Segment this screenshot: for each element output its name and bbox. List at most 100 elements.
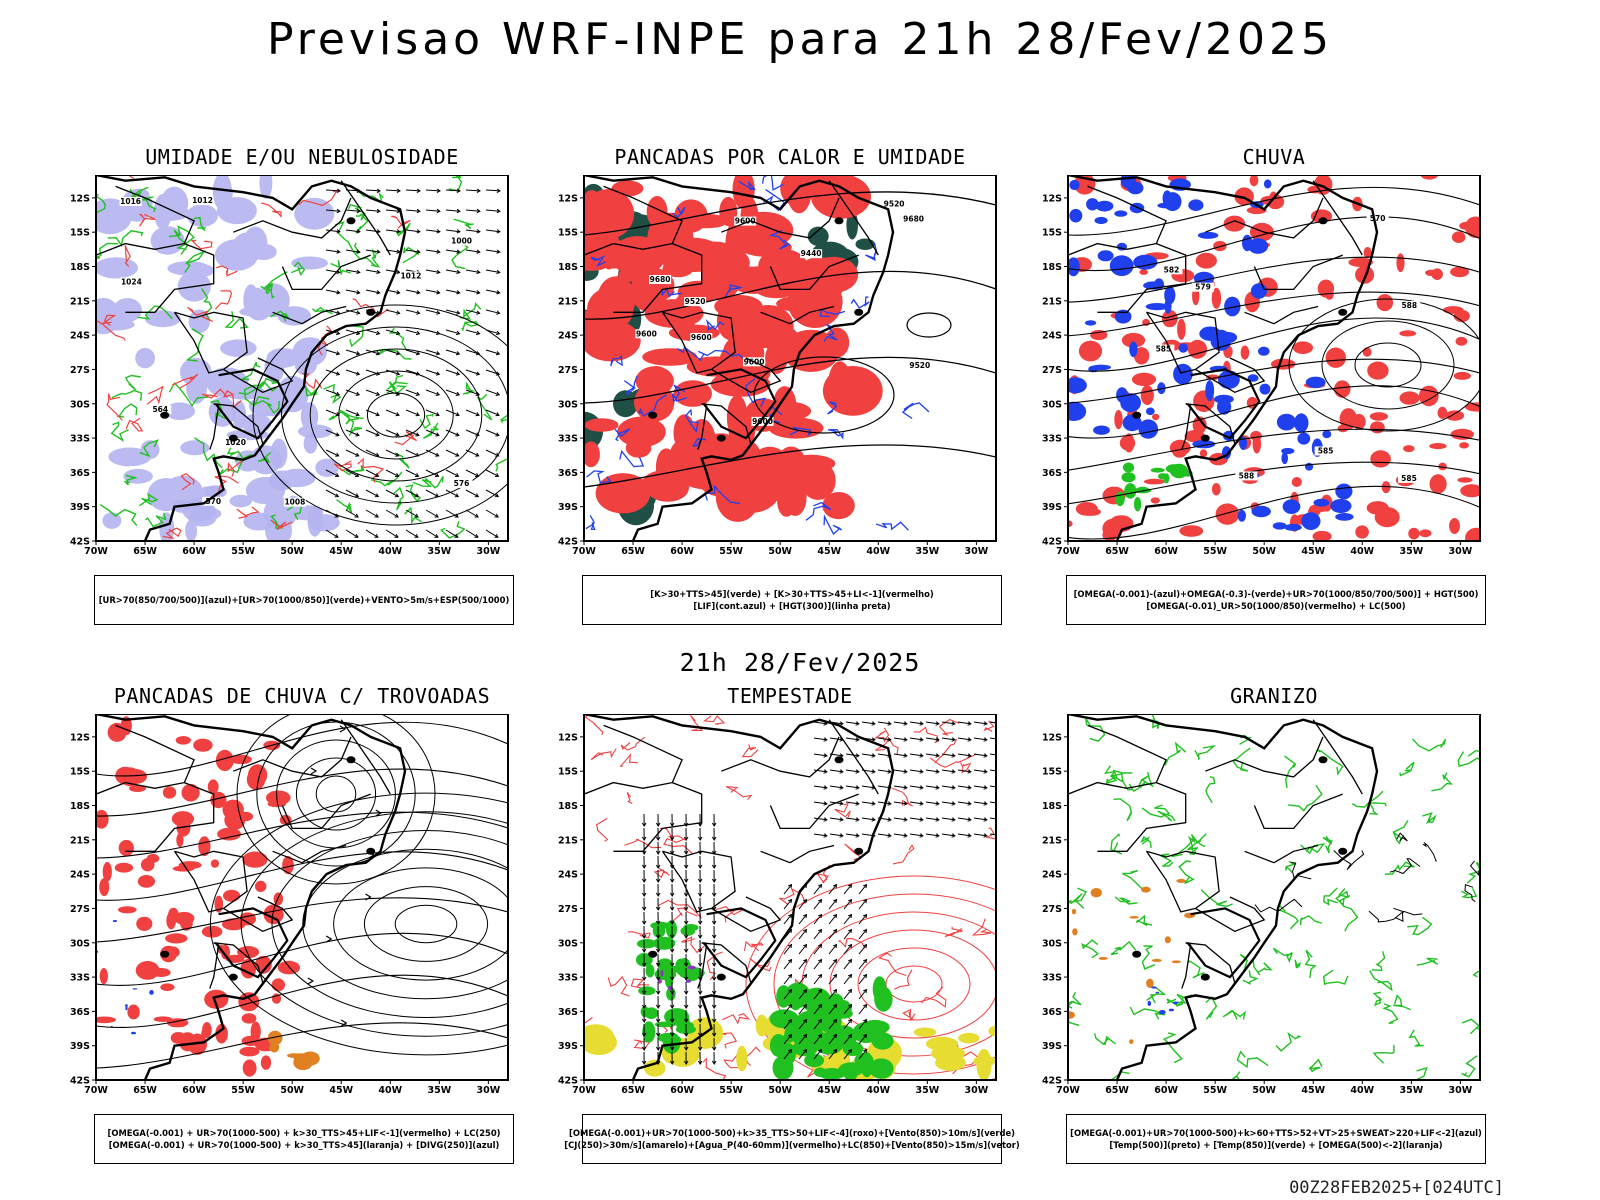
lc850-contours bbox=[745, 875, 996, 1080]
border-line bbox=[1185, 403, 1236, 456]
geography bbox=[96, 175, 407, 541]
lon-tick-label: 35W bbox=[1399, 546, 1423, 557]
map-layers: 9600 9520 9600 9680 9680 9600 9440 9520 9600 9520… bbox=[584, 175, 996, 541]
lon-tick-label: 35W bbox=[915, 1085, 939, 1096]
coastline bbox=[584, 175, 895, 541]
contour-label: 1024 bbox=[121, 277, 142, 286]
lon-tick-label: 30W bbox=[965, 1085, 989, 1096]
border-line bbox=[1312, 719, 1363, 795]
lat-tick-label: 21S bbox=[558, 835, 578, 846]
lat-tick-label: 42S bbox=[558, 537, 578, 548]
lake-mark bbox=[346, 217, 356, 225]
lat-tick-label: 24S bbox=[1042, 331, 1062, 342]
lon-tick-label: 65W bbox=[621, 1085, 645, 1096]
lat-tick-label: 42S bbox=[70, 1076, 90, 1087]
border-line bbox=[281, 254, 371, 291]
lon-tick-label: 45W bbox=[817, 546, 841, 557]
border-line bbox=[125, 242, 215, 313]
border-line bbox=[340, 719, 391, 795]
lat-tick-label: 42S bbox=[1042, 1076, 1062, 1087]
lon-tick-label: 70W bbox=[84, 546, 108, 557]
border-line bbox=[1195, 896, 1266, 933]
lat-tick-label: 27S bbox=[70, 904, 90, 915]
legend-box: [OMEGA(-0.001)+UR>70(1000-500)+k>60+TTS>… bbox=[1066, 1114, 1486, 1164]
map-frame bbox=[1067, 175, 1481, 542]
lat-tick-label: 15S bbox=[1042, 228, 1062, 239]
lon-tick-label: 50W bbox=[280, 1085, 304, 1096]
lake-mark bbox=[346, 756, 356, 764]
lon-tick-label: 60W bbox=[670, 1085, 694, 1096]
wind-850-vectors-north bbox=[813, 721, 996, 838]
contour-label: 585 bbox=[1318, 447, 1334, 456]
lat-tick-label: 15S bbox=[70, 767, 90, 778]
panel-pancadas-calor: PANCADAS POR CALOR E UMIDADE 9600 9520 9600… bbox=[540, 145, 1040, 645]
contour-label: 585 bbox=[1156, 345, 1172, 354]
lon-tick-label: 50W bbox=[768, 1085, 792, 1096]
border-line bbox=[173, 311, 248, 374]
lat-tick-label: 39S bbox=[70, 1041, 90, 1052]
border-line bbox=[1205, 736, 1324, 778]
lon-tick-label: 55W bbox=[1203, 1085, 1227, 1096]
lake-mark bbox=[1338, 308, 1348, 316]
lat-tick-label: 24S bbox=[558, 331, 578, 342]
lat-tick-label: 30S bbox=[70, 399, 90, 410]
page-title: Previsao WRF-INPE para 21h 28/Fev/2025 bbox=[267, 14, 1333, 65]
lat-tick-label: 36S bbox=[1042, 468, 1062, 479]
lon-tick-label: 30W bbox=[1449, 546, 1473, 557]
lon-tick-label: 45W bbox=[1301, 546, 1325, 557]
lon-tick-label: 55W bbox=[1203, 546, 1227, 557]
lon-tick-label: 60W bbox=[182, 1085, 206, 1096]
lat-tick-label: 30S bbox=[70, 938, 90, 949]
border-line bbox=[1145, 311, 1220, 374]
border-line bbox=[1185, 942, 1236, 995]
legend-text: [OMEGA(-0.001)+UR>70(1000-500)+k>35_TTS>… bbox=[569, 1128, 1015, 1138]
geography bbox=[584, 175, 895, 541]
lon-tick-label: 50W bbox=[280, 546, 304, 557]
geography bbox=[1068, 175, 1379, 541]
pressure-isobars bbox=[252, 304, 508, 526]
border-line bbox=[1253, 793, 1343, 830]
contour-label: 588 bbox=[1401, 301, 1417, 310]
lc500-contours bbox=[1288, 298, 1480, 432]
lat-tick-label: 39S bbox=[558, 1041, 578, 1052]
lat-tick-label: 30S bbox=[1042, 938, 1062, 949]
lake-mark bbox=[854, 308, 864, 316]
legend-text: [OMEGA(-0.001) + UR>70(1000-500) + k>30_… bbox=[108, 1140, 500, 1150]
lon-tick-label: 55W bbox=[231, 1085, 255, 1096]
map-frame bbox=[95, 175, 509, 542]
contour-label: 1020 bbox=[225, 438, 246, 447]
lat-tick-label: 39S bbox=[70, 502, 90, 513]
legend-text: [OMEGA(-0.001)-(azul)+OMEGA(-0.3)-(verde… bbox=[1073, 589, 1479, 599]
map-frame bbox=[1067, 714, 1481, 1081]
lat-tick-label: 27S bbox=[558, 365, 578, 376]
lat-tick-label: 24S bbox=[70, 331, 90, 342]
wind-850-green-area-south bbox=[769, 976, 894, 1080]
lat-tick-label: 42S bbox=[558, 1076, 578, 1087]
lat-tick-label: 12S bbox=[70, 732, 90, 743]
lat-tick-label: 15S bbox=[70, 228, 90, 239]
contour-label: 1012 bbox=[400, 271, 421, 280]
map-frame bbox=[583, 175, 997, 542]
lon-tick-label: 40W bbox=[378, 546, 402, 557]
contour-label: 1016 bbox=[120, 197, 141, 206]
legend-text: [LIF](cont.azul) + [HGT(300)](linha pret… bbox=[693, 601, 891, 611]
map-frame bbox=[583, 714, 997, 1081]
lake-mark bbox=[160, 950, 170, 958]
lat-tick-label: 15S bbox=[558, 228, 578, 239]
lat-tick-label: 36S bbox=[70, 468, 90, 479]
lon-tick-label: 35W bbox=[1399, 1085, 1423, 1096]
lat-tick-label: 12S bbox=[1042, 732, 1062, 743]
lon-tick-label: 65W bbox=[1105, 546, 1129, 557]
lat-tick-label: 18S bbox=[1042, 262, 1062, 273]
legend-text: [CJ(250)>30m/s](amarelo)+[Agua_P(40-60mm… bbox=[564, 1140, 1020, 1150]
contour-label: 9440 bbox=[801, 249, 822, 258]
lat-tick-label: 15S bbox=[1042, 767, 1062, 778]
border-line bbox=[223, 357, 294, 394]
lon-tick-label: 45W bbox=[817, 1085, 841, 1096]
hgt500-lines bbox=[1068, 186, 1480, 540]
lat-tick-label: 42S bbox=[70, 537, 90, 548]
lon-tick-label: 40W bbox=[1350, 1085, 1374, 1096]
